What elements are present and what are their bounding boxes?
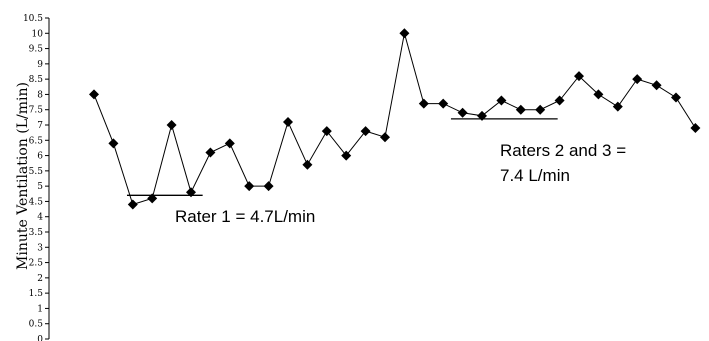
- y-tick-label: 5: [37, 182, 43, 192]
- data-point: [593, 89, 604, 100]
- data-point: [574, 71, 584, 82]
- data-point: [477, 110, 487, 121]
- annotation-rater-1: Rater 1 = 4.7L/min: [175, 207, 315, 226]
- y-tick-label: 10: [32, 29, 44, 39]
- y-tick-label: 1: [37, 304, 43, 314]
- y-tick-label: 1.5: [29, 289, 44, 299]
- series-line: [89, 28, 701, 210]
- data-point: [496, 95, 507, 106]
- data-point: [671, 92, 681, 103]
- data-point: [186, 187, 196, 198]
- y-tick-label: 3: [37, 243, 43, 253]
- data-point: [108, 138, 119, 149]
- y-tick-label: 0: [37, 335, 43, 341]
- data-point: [321, 126, 332, 137]
- data-point: [283, 116, 293, 127]
- y-tick-label: 9.5: [29, 45, 44, 55]
- data-point: [535, 104, 546, 115]
- data-point: [418, 98, 429, 109]
- y-tick-label: 8.5: [29, 75, 44, 85]
- y-tick-label: 8: [37, 90, 43, 100]
- y-tick-label: 0.5: [29, 320, 44, 330]
- data-point: [244, 181, 255, 192]
- annotation-raters-2-3-line1: Raters 2 and 3 =: [500, 141, 626, 160]
- y-tick-label: 6.5: [29, 136, 44, 146]
- data-point: [380, 132, 390, 143]
- data-point: [127, 199, 138, 210]
- y-tick-label: 2.5: [29, 259, 44, 269]
- data-point: [166, 120, 177, 130]
- y-tick-label: 7: [37, 121, 43, 131]
- y-tick-label: 10.5: [23, 14, 43, 24]
- data-point: [438, 98, 449, 109]
- reference-lines: [126, 118, 558, 196]
- data-point: [224, 138, 235, 149]
- data-point: [147, 193, 158, 204]
- data-point: [399, 28, 410, 39]
- y-axis: 0 0.5 1 1.5 2 2.5 3 3.5 4 4.5 5 5.5 6 6.5 7 7.5 8 8.5 9 9.5…: [23, 14, 50, 341]
- y-tick-label: 6: [37, 152, 43, 162]
- y-axis-label: Minute Ventilation (L/min): [15, 82, 31, 270]
- data-point: [651, 80, 662, 91]
- data-point: [89, 89, 99, 100]
- y-tick-label: 4: [37, 213, 43, 223]
- annotation-raters-2-3-line2: 7.4 L/min: [500, 166, 570, 185]
- y-tick-label: 9: [37, 60, 43, 70]
- y-tick-label: 4.5: [29, 197, 44, 207]
- data-point: [341, 150, 352, 161]
- data-point: [263, 181, 274, 192]
- data-point: [302, 159, 313, 170]
- data-point: [612, 101, 623, 112]
- data-point: [632, 74, 643, 85]
- series-path: [93, 33, 696, 206]
- y-tick-label: 7.5: [29, 106, 44, 116]
- y-tick-label: 3.5: [29, 228, 44, 238]
- data-point: [554, 95, 565, 106]
- data-point: [457, 107, 468, 118]
- data-point: [515, 104, 526, 115]
- data-point: [360, 126, 371, 137]
- y-tick-label: 5.5: [29, 167, 44, 177]
- data-point: [205, 147, 216, 158]
- data-point: [690, 123, 701, 134]
- y-tick-label: 2: [37, 274, 43, 284]
